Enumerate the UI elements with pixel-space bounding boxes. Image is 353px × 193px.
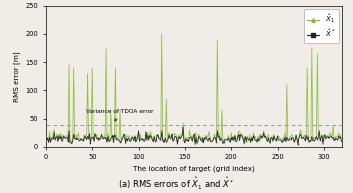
Text: Variance of TDOA error: Variance of TDOA error	[86, 109, 153, 121]
X-axis label: The location of target (grid index): The location of target (grid index)	[133, 166, 255, 172]
Text: (a) RMS errors of $\hat{X}_1$ and $\hat{X}^*$: (a) RMS errors of $\hat{X}_1$ and $\hat{…	[118, 176, 235, 192]
Y-axis label: RMS error [m]: RMS error [m]	[13, 51, 20, 102]
Legend: $\hat{X}_1$, $\hat{X}^*$: $\hat{X}_1$, $\hat{X}^*$	[304, 9, 339, 43]
